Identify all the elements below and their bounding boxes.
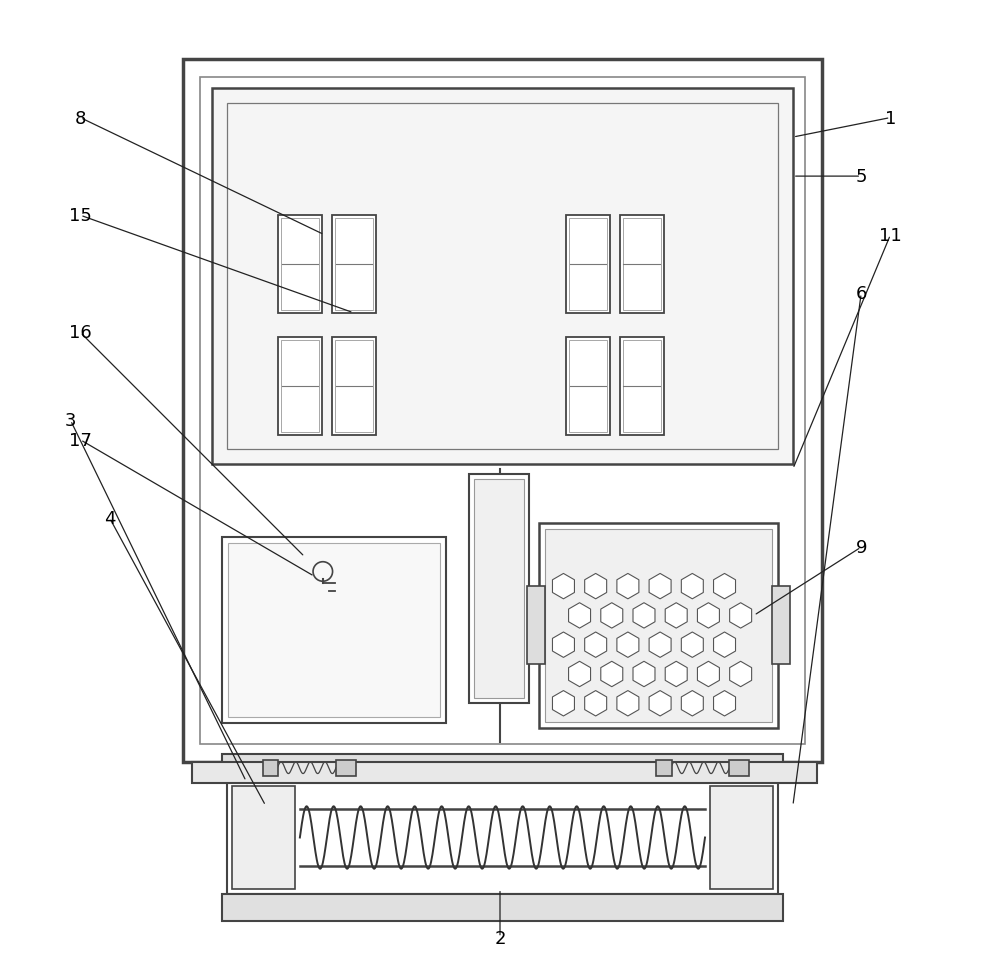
Bar	[623, 340, 661, 432]
Bar	[335, 340, 373, 432]
Text: 4: 4	[104, 510, 115, 527]
Text: 1: 1	[885, 110, 896, 127]
Text: 3: 3	[65, 412, 76, 429]
Text: 6: 6	[856, 285, 867, 303]
Bar	[332, 216, 376, 314]
Bar	[227, 104, 778, 450]
Bar	[772, 587, 790, 664]
Bar	[183, 60, 822, 762]
Bar	[200, 77, 805, 744]
Bar	[332, 337, 376, 435]
Bar	[281, 219, 319, 311]
Bar	[620, 216, 664, 314]
Bar	[569, 219, 607, 311]
Text: 11: 11	[879, 227, 902, 244]
Bar	[566, 216, 610, 314]
Bar	[336, 760, 356, 776]
Text: 15: 15	[69, 207, 92, 225]
Bar	[228, 544, 440, 717]
Bar	[222, 894, 783, 921]
Bar	[527, 587, 545, 664]
Bar	[222, 538, 446, 723]
Bar	[335, 219, 373, 311]
Bar	[232, 786, 295, 889]
Text: 2: 2	[494, 929, 506, 947]
Text: 16: 16	[69, 324, 92, 342]
Text: 8: 8	[75, 110, 86, 127]
Bar	[263, 760, 278, 776]
Bar	[278, 337, 322, 435]
Bar	[281, 340, 319, 432]
Text: 5: 5	[855, 168, 867, 186]
Text: 9: 9	[855, 539, 867, 556]
Bar	[566, 337, 610, 435]
Bar	[729, 760, 749, 776]
Bar	[710, 786, 773, 889]
Bar	[623, 219, 661, 311]
Bar	[545, 529, 772, 722]
Bar	[656, 760, 672, 776]
Bar	[620, 337, 664, 435]
Bar	[222, 754, 783, 781]
Bar	[569, 340, 607, 432]
Bar	[539, 523, 778, 728]
Bar	[212, 89, 793, 465]
Bar	[474, 479, 524, 698]
Text: 17: 17	[69, 431, 92, 449]
Bar	[227, 781, 778, 894]
Bar	[469, 474, 529, 703]
Bar	[278, 216, 322, 314]
Bar	[192, 762, 817, 783]
